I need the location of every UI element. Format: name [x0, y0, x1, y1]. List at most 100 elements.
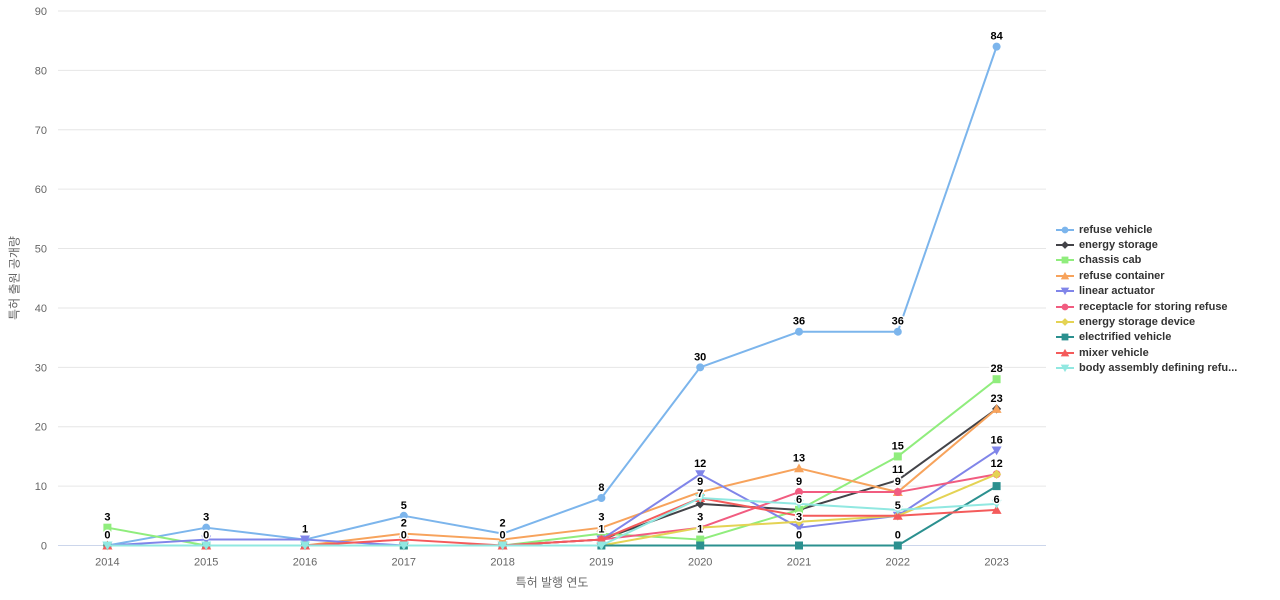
series-line [106, 473, 998, 547]
data-point[interactable] [893, 327, 902, 336]
data-point[interactable] [794, 511, 804, 520]
legend-item-chassis-cab[interactable]: chassis cab [1056, 253, 1237, 268]
data-point[interactable] [102, 541, 113, 551]
data-label: 9 [895, 476, 901, 488]
legend-marker-icon [1056, 271, 1074, 280]
data-point[interactable] [892, 505, 903, 515]
series-refuse-container [102, 404, 1002, 550]
data-point[interactable] [992, 42, 1001, 51]
series-body-assembly-defining-refu [102, 493, 1002, 551]
data-label: 13 [793, 452, 805, 464]
data-point[interactable] [597, 493, 606, 502]
legend-marker-icon [1056, 364, 1074, 373]
data-label: 3 [104, 512, 110, 524]
data-point[interactable] [202, 523, 211, 532]
data-point[interactable] [795, 505, 803, 514]
data-point[interactable] [497, 541, 508, 551]
legend-marker-icon [1056, 257, 1074, 264]
legend-label: mixer vehicle [1079, 346, 1149, 359]
data-label: 6 [994, 494, 1000, 506]
series-linear-actuator [102, 446, 1002, 551]
legend: refuse vehicle energy storage chassis cab r… [1056, 222, 1237, 376]
y-tick-label: 60 [35, 184, 47, 196]
data-label: 3 [598, 512, 604, 524]
series-line [106, 496, 998, 547]
series-line [106, 407, 998, 547]
data-point[interactable] [300, 541, 310, 551]
data-point[interactable] [596, 541, 607, 551]
data-point[interactable] [992, 482, 1001, 491]
y-tick-label: 70 [35, 125, 47, 137]
y-tick-label: 30 [35, 362, 47, 374]
legend-item-receptacle-for-storing-refuse[interactable]: receptacle for storing refuse [1056, 299, 1237, 314]
data-point[interactable] [695, 470, 706, 480]
legend-label: receptacle for storing refuse [1079, 300, 1228, 313]
data-point[interactable] [795, 541, 803, 550]
data-label: 3 [796, 512, 802, 524]
data-point[interactable] [893, 488, 902, 497]
data-point[interactable] [991, 446, 1002, 456]
data-point[interactable] [201, 535, 212, 545]
data-point[interactable] [992, 375, 1001, 384]
x-tick-label: 2019 [589, 557, 613, 569]
data-point[interactable] [892, 511, 903, 520]
data-point[interactable] [992, 469, 1002, 479]
legend-item-body-assembly-defining-refu[interactable]: body assembly defining refu... [1056, 361, 1237, 376]
data-point[interactable] [398, 528, 409, 538]
data-point[interactable] [991, 404, 1002, 413]
data-label: 12 [694, 458, 706, 470]
y-axis-title: 특허 출원 공개량 [7, 236, 22, 320]
data-point[interactable] [398, 534, 409, 544]
data-point[interactable] [398, 541, 409, 551]
data-point[interactable] [103, 523, 112, 532]
data-point[interactable] [991, 499, 1002, 509]
data-label: 8 [598, 482, 604, 494]
legend-label: refuse vehicle [1079, 223, 1153, 236]
legend-item-refuse-vehicle[interactable]: refuse vehicle [1056, 222, 1237, 237]
legend-item-energy-storage-device[interactable]: energy storage device [1056, 314, 1237, 329]
data-label: 5 [895, 500, 901, 512]
x-tick-label: 2021 [787, 557, 811, 569]
data-point[interactable] [695, 493, 706, 503]
data-point[interactable] [794, 499, 804, 509]
data-point[interactable] [893, 452, 902, 461]
data-point[interactable] [399, 511, 408, 520]
legend-label: body assembly defining refu... [1079, 362, 1238, 375]
data-point[interactable] [695, 487, 706, 497]
data-point[interactable] [695, 523, 705, 533]
data-point[interactable] [696, 535, 705, 544]
data-point[interactable] [597, 529, 606, 538]
series-line [106, 473, 998, 547]
data-point[interactable] [596, 534, 607, 544]
data-label: 3 [697, 512, 703, 524]
legend-item-linear-actuator[interactable]: linear actuator [1056, 284, 1237, 299]
data-label: 3 [203, 512, 209, 524]
data-point[interactable] [795, 488, 803, 497]
legend-marker-icon [1056, 334, 1074, 341]
data-point[interactable] [696, 363, 705, 372]
legend-marker-icon [1056, 318, 1074, 326]
x-tick-label: 2015 [194, 557, 218, 569]
data-point[interactable] [201, 541, 212, 551]
data-point[interactable] [498, 529, 507, 538]
legend-label: energy storage device [1079, 316, 1196, 329]
legend-item-refuse-container[interactable]: refuse container [1056, 268, 1237, 283]
legend-item-electrified-vehicle[interactable]: electrified vehicle [1056, 330, 1237, 345]
data-label: 7 [697, 488, 703, 500]
data-label: 15 [892, 440, 904, 452]
data-point[interactable] [794, 463, 804, 473]
data-point[interactable] [300, 535, 310, 545]
data-point[interactable] [596, 522, 607, 532]
data-point[interactable] [893, 541, 902, 550]
data-label: 0 [895, 530, 901, 542]
legend-item-energy-storage[interactable]: energy storage [1056, 237, 1237, 252]
legend-item-mixer-vehicle[interactable]: mixer vehicle [1056, 345, 1237, 360]
data-point[interactable] [991, 505, 1002, 514]
data-point[interactable] [794, 523, 804, 533]
data-point[interactable] [696, 541, 705, 550]
data-point[interactable] [497, 534, 508, 544]
legend-label: chassis cab [1079, 254, 1142, 267]
data-point[interactable] [795, 327, 803, 336]
